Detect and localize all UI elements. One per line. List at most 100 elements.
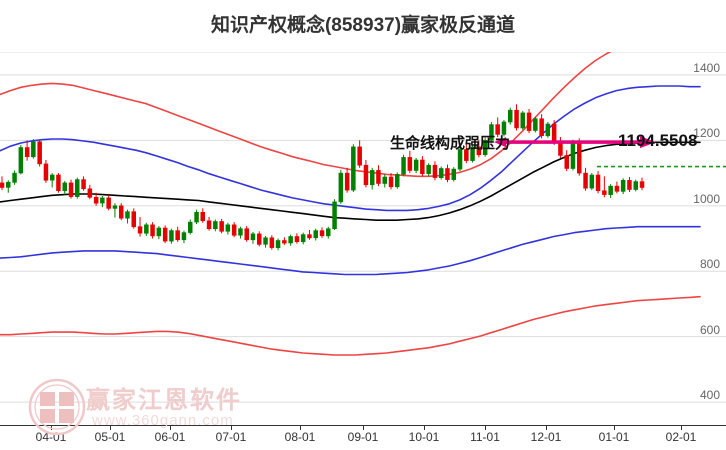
candle-body [401,157,406,175]
candle-body [595,174,601,191]
candle-body [24,147,30,157]
candlestick-series [0,104,645,251]
candle-body [87,188,93,198]
candle-body [81,179,86,190]
candle-body [169,230,174,242]
candle-body [620,180,626,192]
indicator-line [0,52,612,178]
x-axis-tick-label: 07-01 [215,430,247,444]
x-axis-tick-label: 06-01 [154,430,186,444]
candle-body [300,234,306,243]
current-price-label: 1194.5508 [618,131,698,151]
chart-annotation-label: 生命线构成强压力 [390,135,511,153]
candle-body [131,211,137,228]
candle-body [376,170,381,184]
candle-body [219,221,224,232]
candle-body [100,197,105,204]
page-title: 知识产权概念(858937)赢家极反通道 [210,15,516,36]
candle-body [533,118,538,131]
x-axis-tick [300,425,301,430]
candle-body [388,176,394,188]
indicator-line [0,225,701,276]
candle-body [188,221,193,233]
x-axis-tick [681,425,682,430]
candle-body [269,237,275,248]
candle-body [338,172,344,203]
indicator-line [0,85,701,212]
candle-body [31,141,36,158]
candle-body [564,155,569,169]
candle-body [231,224,237,236]
y-axis-tick-label: 1200 [693,126,720,141]
candle-body [382,176,387,184]
candle-body [407,157,413,171]
candle-body [325,228,331,237]
candle-body [576,141,582,174]
candle-body [0,182,5,188]
candle-body [112,205,118,209]
candle-body [420,159,425,174]
candle-body [62,182,67,192]
candle-body [583,172,588,189]
candle-body [551,123,557,143]
candle-body [357,146,362,166]
candle-body [75,179,80,197]
candle-body [608,185,613,195]
candle-body [156,227,162,237]
candle-body [119,205,124,219]
candle-body [294,236,300,242]
candle-body [476,146,482,156]
candle-body [489,124,494,141]
candle-body [18,147,24,174]
candle-body [125,211,130,219]
candle-body [470,146,475,161]
candle-body [319,230,325,237]
candle-body [363,164,369,186]
x-axis-tick [614,425,615,430]
x-axis-tick-label: 05-01 [94,430,126,444]
indicator-line [0,141,701,221]
y-axis-tick-label: 800 [699,257,720,272]
candle-body [6,181,11,188]
x-axis-tick [424,425,425,430]
candle-body [288,236,293,244]
candle-body [545,123,551,137]
candle-body [175,230,180,241]
candle-body [106,197,111,209]
candle-body [413,159,419,171]
x-axis-tick-label: 11-01 [470,430,500,444]
y-axis-tick-label: 1000 [693,191,720,206]
candle-body [56,174,61,191]
candle-body [225,224,231,232]
candle-body [558,142,563,156]
candle-body [200,212,206,222]
candle-body [633,181,638,190]
y-axis-tick-label: 600 [699,322,720,337]
x-axis-tick-label: 10-01 [408,430,440,444]
candle-body [520,112,525,129]
x-axis-tick-label: 01-01 [598,430,630,444]
candle-body [206,220,212,230]
x-axis-tick [231,425,232,430]
chart-canvas [0,52,726,403]
candle-body [43,163,49,181]
candle-body [464,149,469,161]
candle-body [12,172,17,183]
candle-body [307,234,312,239]
candle-body [351,146,356,191]
annotation-arrow [494,136,656,149]
candle-body [570,141,576,169]
candle-body [93,197,99,204]
candle-body [394,174,400,188]
candle-body [282,240,287,244]
candle-body [627,180,632,190]
candle-body [457,149,463,170]
candle-body [332,201,337,229]
candle-body [150,224,155,237]
candle-body [526,112,532,131]
candle-body [275,240,281,248]
candle-body [432,164,438,178]
candle-body [344,172,350,191]
candle-body [181,232,187,241]
candle-body [501,121,507,135]
